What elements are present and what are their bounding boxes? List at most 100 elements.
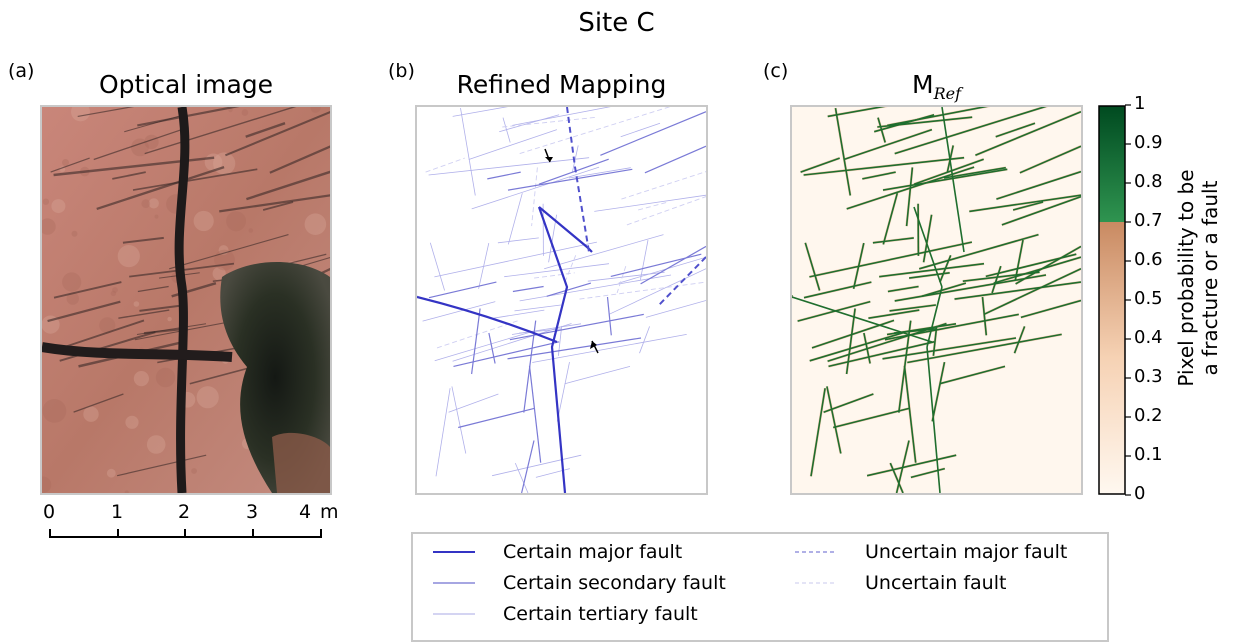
legend-label-uncertain-fault: Uncertain fault — [865, 572, 1006, 594]
rock-speckle — [149, 198, 159, 208]
scale-tick-2: 2 — [178, 501, 190, 523]
rock-speckle — [134, 371, 149, 386]
legend: Certain major fault Certain secondary fa… — [411, 532, 1109, 642]
panel-a-letter: (a) — [8, 60, 34, 82]
legend-swatch-uncertain-fault — [795, 578, 837, 588]
panel-b-letter: (b) — [388, 60, 415, 82]
figure-title: Site C — [0, 8, 1233, 38]
fracture-trace — [617, 266, 626, 293]
fracture-trace — [536, 469, 570, 478]
fracture-trace — [469, 130, 557, 160]
legend-item-uncertain-major: Uncertain major fault — [795, 541, 1067, 563]
panel-b-title: Refined Mapping — [415, 70, 708, 99]
panel-a-title: Optical image — [40, 70, 332, 99]
fracture-trace — [487, 172, 520, 179]
fracture-trace — [641, 246, 706, 284]
fracture-trace — [621, 172, 706, 200]
fracture-trace — [532, 334, 686, 362]
fracture-trace — [508, 338, 642, 359]
colorbar-tick-marks — [1125, 103, 1133, 503]
rock-speckle — [226, 211, 246, 231]
scale-tick-4: 4 — [299, 501, 311, 523]
fracture-trace — [557, 362, 569, 421]
rock-speckle — [141, 199, 150, 208]
scale-tick-3: 3 — [246, 501, 258, 523]
fracture-trace — [515, 305, 561, 311]
fracture-trace — [513, 287, 544, 292]
fracture-trace — [640, 326, 650, 353]
arrow-upper-icon — [545, 149, 553, 162]
rock-speckle — [197, 386, 219, 408]
rock-speckle — [249, 228, 254, 233]
colorbar-tick-label: 0.9 — [1134, 132, 1163, 153]
fracture-trace — [498, 238, 539, 243]
fracture-trace — [429, 158, 589, 175]
fracture-trace — [580, 282, 707, 299]
fracture-trace — [458, 408, 534, 427]
scale-tick-0: 0 — [43, 501, 55, 523]
rock-speckle — [155, 215, 159, 219]
fracture-trace — [594, 195, 706, 211]
scale-tick-1: 1 — [111, 501, 123, 523]
legend-item-uncertain-fault: Uncertain fault — [795, 572, 1006, 594]
fracture-trace — [452, 386, 466, 453]
rock-speckle — [147, 435, 166, 454]
colorbar-tick-label: 0.8 — [1134, 171, 1163, 192]
rock-speckle — [111, 291, 116, 296]
fracture-trace — [461, 108, 476, 195]
fracture-trace — [426, 158, 465, 172]
fracture-trace — [510, 314, 644, 339]
panel-c-title-main: M — [912, 70, 934, 99]
colorbar-tick-label: 0.4 — [1134, 327, 1163, 348]
fracture-trace — [645, 146, 706, 173]
colorbar-tick-label: 0.5 — [1134, 288, 1163, 309]
fracture-trace — [520, 107, 676, 154]
probability-map-panel — [790, 105, 1083, 495]
refined-mapping-map — [417, 107, 706, 493]
fracture-trace — [532, 167, 538, 226]
colorbar-tick-label: 0.1 — [1134, 444, 1163, 465]
colorbar-tick-label: 0 — [1134, 483, 1145, 504]
fracture-trace — [502, 117, 597, 127]
fracture-trace — [449, 394, 499, 412]
fracture-trace — [565, 366, 630, 383]
colorbar-label-line1: Pixel probability to be — [1174, 169, 1198, 386]
fracture-trace — [600, 112, 706, 156]
fracture-trace — [423, 302, 496, 322]
fracture-trace — [493, 310, 544, 318]
colorbar-tick-label: 0.3 — [1134, 366, 1163, 387]
legend-label-certain-tertiary: Certain tertiary fault — [503, 603, 698, 625]
legend-label-uncertain-major: Uncertain major fault — [865, 541, 1067, 563]
rock-speckle — [83, 407, 98, 422]
refined-mapping-panel — [415, 105, 708, 495]
rock-speckle — [242, 109, 249, 116]
probability-map — [792, 107, 1081, 493]
optical-image-panel — [40, 105, 332, 495]
fracture-trace — [454, 342, 560, 367]
rock-speckle — [62, 272, 81, 291]
fracture-trace — [434, 242, 597, 277]
legend-swatch-certain-secondary — [433, 578, 475, 588]
colorbar-tick-label: 0.7 — [1134, 210, 1163, 231]
fracture-trace — [472, 309, 481, 375]
fracture-trace — [640, 240, 648, 280]
fracture-trace — [499, 115, 559, 132]
fracture-trace — [619, 257, 706, 283]
panel-c-title-subscript: Ref — [934, 84, 961, 103]
rock-speckle — [51, 199, 65, 213]
scale-unit: m — [320, 501, 339, 523]
panel-c-letter: (c) — [763, 60, 788, 82]
legend-swatch-certain-major — [433, 547, 475, 557]
colorbar-tick-label: 0.6 — [1134, 249, 1163, 270]
legend-swatch-uncertain-major — [795, 547, 837, 557]
fracture-trace — [429, 282, 496, 298]
optical-image — [42, 107, 330, 493]
legend-label-certain-secondary: Certain secondary fault — [503, 572, 726, 594]
rock-speckle — [72, 231, 78, 237]
fracture-trace — [646, 301, 706, 318]
colorbar-label-line2: a fracture or a fault — [1198, 180, 1222, 375]
legend-item-certain-major: Certain major fault — [433, 541, 682, 563]
panel-c-title: MRef — [790, 70, 1083, 103]
rock-speckle — [43, 199, 49, 205]
colorbar-tick-label: 1 — [1134, 93, 1145, 114]
